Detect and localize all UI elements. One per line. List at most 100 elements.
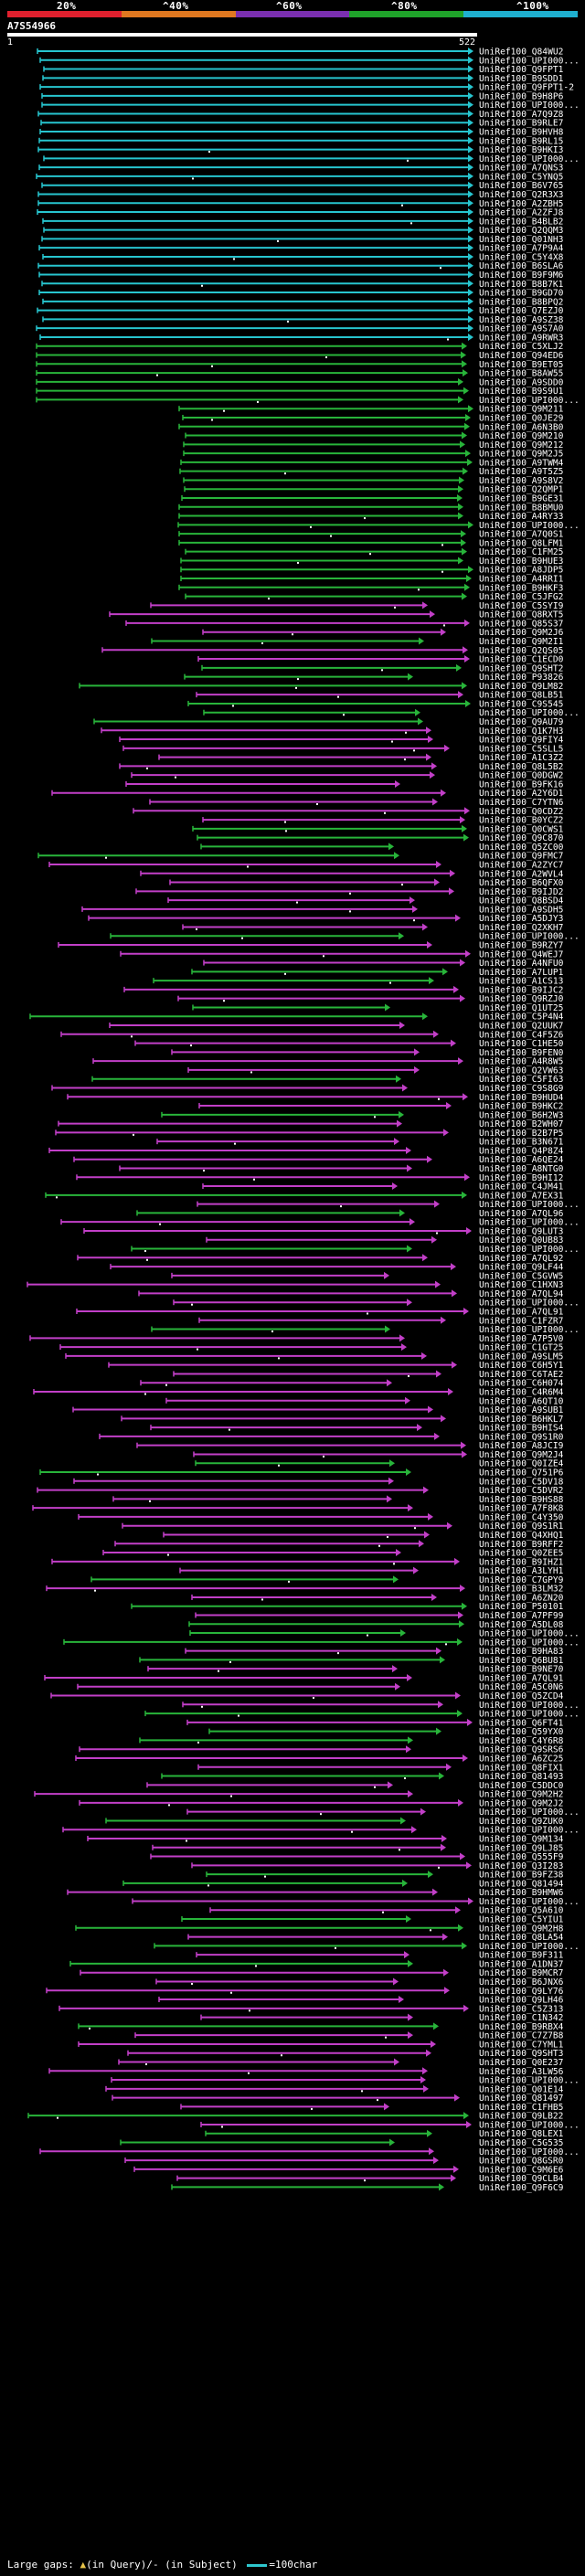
- hit-row[interactable]: UniRef100_C1HE50: [134, 1039, 564, 1049]
- hit-row[interactable]: UniRef100_C7YTN6: [149, 798, 564, 808]
- hit-label[interactable]: UniRef100_Q6BU81: [479, 1656, 564, 1666]
- hit-row[interactable]: UniRef100_Q0CDZ2: [133, 807, 563, 817]
- hit-label[interactable]: UniRef100_Q94ED6: [479, 351, 564, 361]
- hit-row[interactable]: UniRef100_P50101: [131, 1602, 564, 1612]
- hit-row[interactable]: UniRef100_UPI000...: [60, 1218, 580, 1228]
- hit-label[interactable]: UniRef100_B9HI12: [479, 1173, 563, 1183]
- hit-label[interactable]: UniRef100_Q5ZCD4: [479, 1691, 564, 1701]
- hit-row[interactable]: UniRef100_B9HS88: [112, 1495, 564, 1505]
- hit-label[interactable]: UniRef100_A8NTG0: [479, 1164, 564, 1174]
- hit-label[interactable]: UniRef100_B9HS88: [479, 1495, 564, 1505]
- hit-label[interactable]: UniRef100_Q85S37: [479, 619, 564, 629]
- hit-row[interactable]: UniRef100_Q2VW63: [187, 1065, 564, 1076]
- hit-row[interactable]: UniRef100_Q9M2J5: [183, 450, 563, 460]
- hit-row[interactable]: UniRef100_UPI000...: [39, 2147, 580, 2157]
- hit-label[interactable]: UniRef100_Q8GSR0: [479, 2157, 564, 2167]
- hit-label[interactable]: UniRef100_UPI000...: [479, 1942, 580, 1952]
- hit-label[interactable]: UniRef100_A9T5Z5: [479, 467, 563, 477]
- hit-label[interactable]: UniRef100_UPI000...: [479, 1897, 580, 1907]
- hit-row[interactable]: UniRef100_Q2QQM3: [43, 226, 564, 236]
- hit-label[interactable]: UniRef100_C5JFG2: [479, 592, 563, 602]
- hit-row[interactable]: UniRef100_Q9M211: [178, 405, 564, 415]
- hit-label[interactable]: UniRef100_B2B7P5: [479, 1129, 563, 1139]
- hit-label[interactable]: UniRef100_Q9LH46: [479, 1996, 564, 2006]
- hit-row[interactable]: UniRef100_UPI000...: [41, 101, 580, 111]
- hit-label[interactable]: UniRef100_UPI000...: [479, 2147, 580, 2157]
- hit-label[interactable]: UniRef100_C5GVW5: [479, 1271, 563, 1281]
- hit-row[interactable]: UniRef100_UPI000...: [131, 1245, 580, 1255]
- hit-label[interactable]: UniRef100_Q9ZUK0: [479, 1817, 564, 1827]
- hit-row[interactable]: UniRef100_Q9SHT2: [201, 663, 563, 673]
- hit-row[interactable]: UniRef100_Q9FMC7: [37, 852, 564, 862]
- hit-row[interactable]: UniRef100_Q0ZEE5: [102, 1549, 563, 1559]
- hit-label[interactable]: UniRef100_Q0IZE4: [479, 1459, 564, 1469]
- hit-label[interactable]: UniRef100_UPI000...: [479, 2076, 580, 2086]
- hit-row[interactable]: UniRef100_Q8LFM1: [178, 538, 564, 548]
- hit-label[interactable]: UniRef100_UPI000...: [479, 1325, 580, 1335]
- hit-label[interactable]: UniRef100_A8JCI9: [479, 1441, 564, 1451]
- hit-label[interactable]: UniRef100_Q4P8Z4: [479, 1146, 564, 1156]
- hit-row[interactable]: UniRef100_A1C3Z2: [158, 753, 563, 763]
- hit-row[interactable]: UniRef100_Q94ED6: [36, 351, 564, 361]
- hit-label[interactable]: UniRef100_B9HUD4: [479, 1093, 564, 1103]
- hit-row[interactable]: UniRef100_B9RZY7: [58, 941, 564, 951]
- hit-row[interactable]: UniRef100_A7QL94: [138, 1289, 564, 1299]
- hit-row[interactable]: UniRef100_C5GVW5: [171, 1271, 563, 1281]
- hit-row[interactable]: UniRef100_A7QL91: [44, 1673, 564, 1683]
- hit-row[interactable]: UniRef100_B2B7P5: [55, 1129, 563, 1139]
- hit-label[interactable]: UniRef100_A7F8K8: [479, 1504, 564, 1514]
- hit-row[interactable]: UniRef100_A1CS13: [153, 977, 564, 987]
- hit-row[interactable]: UniRef100_Q9S1R0: [99, 1432, 564, 1442]
- hit-row[interactable]: UniRef100_B9MCR7: [80, 1968, 564, 1978]
- hit-row[interactable]: UniRef100_B6V765: [41, 181, 563, 191]
- hit-label[interactable]: UniRef100_Q9AU79: [479, 717, 564, 727]
- hit-row[interactable]: UniRef100_A9SUB1: [72, 1405, 564, 1415]
- hit-row[interactable]: UniRef100_B6QFX0: [169, 878, 564, 888]
- hit-row[interactable]: UniRef100_B9GE31: [181, 494, 564, 504]
- hit-row[interactable]: UniRef100_UPI000...: [177, 521, 580, 531]
- hit-label[interactable]: UniRef100_A9SZ38: [479, 315, 564, 325]
- hit-row[interactable]: UniRef100_Q9SHT3: [127, 2049, 564, 2059]
- hit-row[interactable]: UniRef100_UPI000...: [63, 1638, 580, 1648]
- hit-row[interactable]: UniRef100_B2WH07: [58, 1119, 564, 1129]
- hit-label[interactable]: UniRef100_A9S7A0: [479, 324, 564, 334]
- hit-row[interactable]: UniRef100_C5YIU1: [181, 1915, 564, 1925]
- hit-row[interactable]: UniRef100_C1FZR7: [198, 1316, 564, 1326]
- hit-row[interactable]: UniRef100_A2ZBH5: [37, 199, 563, 209]
- hit-label[interactable]: UniRef100_C1FM25: [479, 547, 563, 557]
- hit-label[interactable]: UniRef100_Q9FPT1: [479, 65, 564, 75]
- hit-row[interactable]: UniRef100_B8AW55: [36, 369, 563, 379]
- hit-label[interactable]: UniRef100_A7EX31: [479, 1191, 564, 1201]
- hit-label[interactable]: UniRef100_B6H2W3: [479, 1110, 564, 1120]
- hit-label[interactable]: UniRef100_A4RY33: [479, 512, 564, 522]
- hit-label[interactable]: UniRef100_UPI000...: [479, 521, 580, 531]
- hit-row[interactable]: UniRef100_C5P4N4: [29, 1012, 564, 1023]
- hit-label[interactable]: UniRef100_B9FEN0: [479, 1048, 564, 1058]
- hit-row[interactable]: UniRef100_UPI000...: [62, 1826, 580, 1836]
- hit-row[interactable]: UniRef100_Q0DGW2: [131, 771, 563, 781]
- hit-label[interactable]: UniRef100_C5FI63: [479, 1075, 564, 1085]
- hit-label[interactable]: UniRef100_Q2QS05: [479, 646, 563, 656]
- hit-row[interactable]: UniRef100_A6ZC25: [75, 1754, 563, 1764]
- hit-row[interactable]: UniRef100_UPI000...: [132, 1897, 580, 1907]
- hit-label[interactable]: UniRef100_UPI000...: [479, 1807, 580, 1818]
- hit-label[interactable]: UniRef100_B9RZY7: [479, 941, 564, 951]
- hit-label[interactable]: UniRef100_Q9FPT1-2: [479, 83, 574, 93]
- hit-label[interactable]: UniRef100_Q81494: [479, 1879, 564, 1889]
- hit-row[interactable]: UniRef100_C5G535: [120, 2138, 563, 2148]
- hit-row[interactable]: UniRef100_A6ZN20: [191, 1593, 564, 1603]
- hit-row[interactable]: UniRef100_A3LW56: [48, 2067, 564, 2077]
- hit-label[interactable]: UniRef100_Q9LF44: [479, 1263, 564, 1273]
- hit-row[interactable]: UniRef100_C4Y6R8: [139, 1736, 564, 1746]
- hit-row[interactable]: UniRef100_Q9M210: [185, 431, 564, 441]
- hit-label[interactable]: UniRef100_A2ZFJ8: [479, 208, 564, 218]
- hit-label[interactable]: UniRef100_UPI000...: [479, 1638, 580, 1648]
- hit-label[interactable]: UniRef100_A9SDH5: [479, 905, 563, 915]
- hit-row[interactable]: UniRef100_Q6FT41: [186, 1718, 564, 1728]
- hit-row[interactable]: UniRef100_Q9LM82: [79, 682, 563, 692]
- hit-row[interactable]: UniRef100_Q2QS05: [101, 646, 563, 656]
- hit-label[interactable]: UniRef100_Q8RXT5: [479, 610, 563, 620]
- hit-label[interactable]: UniRef100_Q9S1R1: [479, 1521, 564, 1532]
- hit-label[interactable]: UniRef100_C1N342: [479, 2013, 563, 2023]
- hit-row[interactable]: UniRef100_Q9FIY4: [119, 736, 564, 746]
